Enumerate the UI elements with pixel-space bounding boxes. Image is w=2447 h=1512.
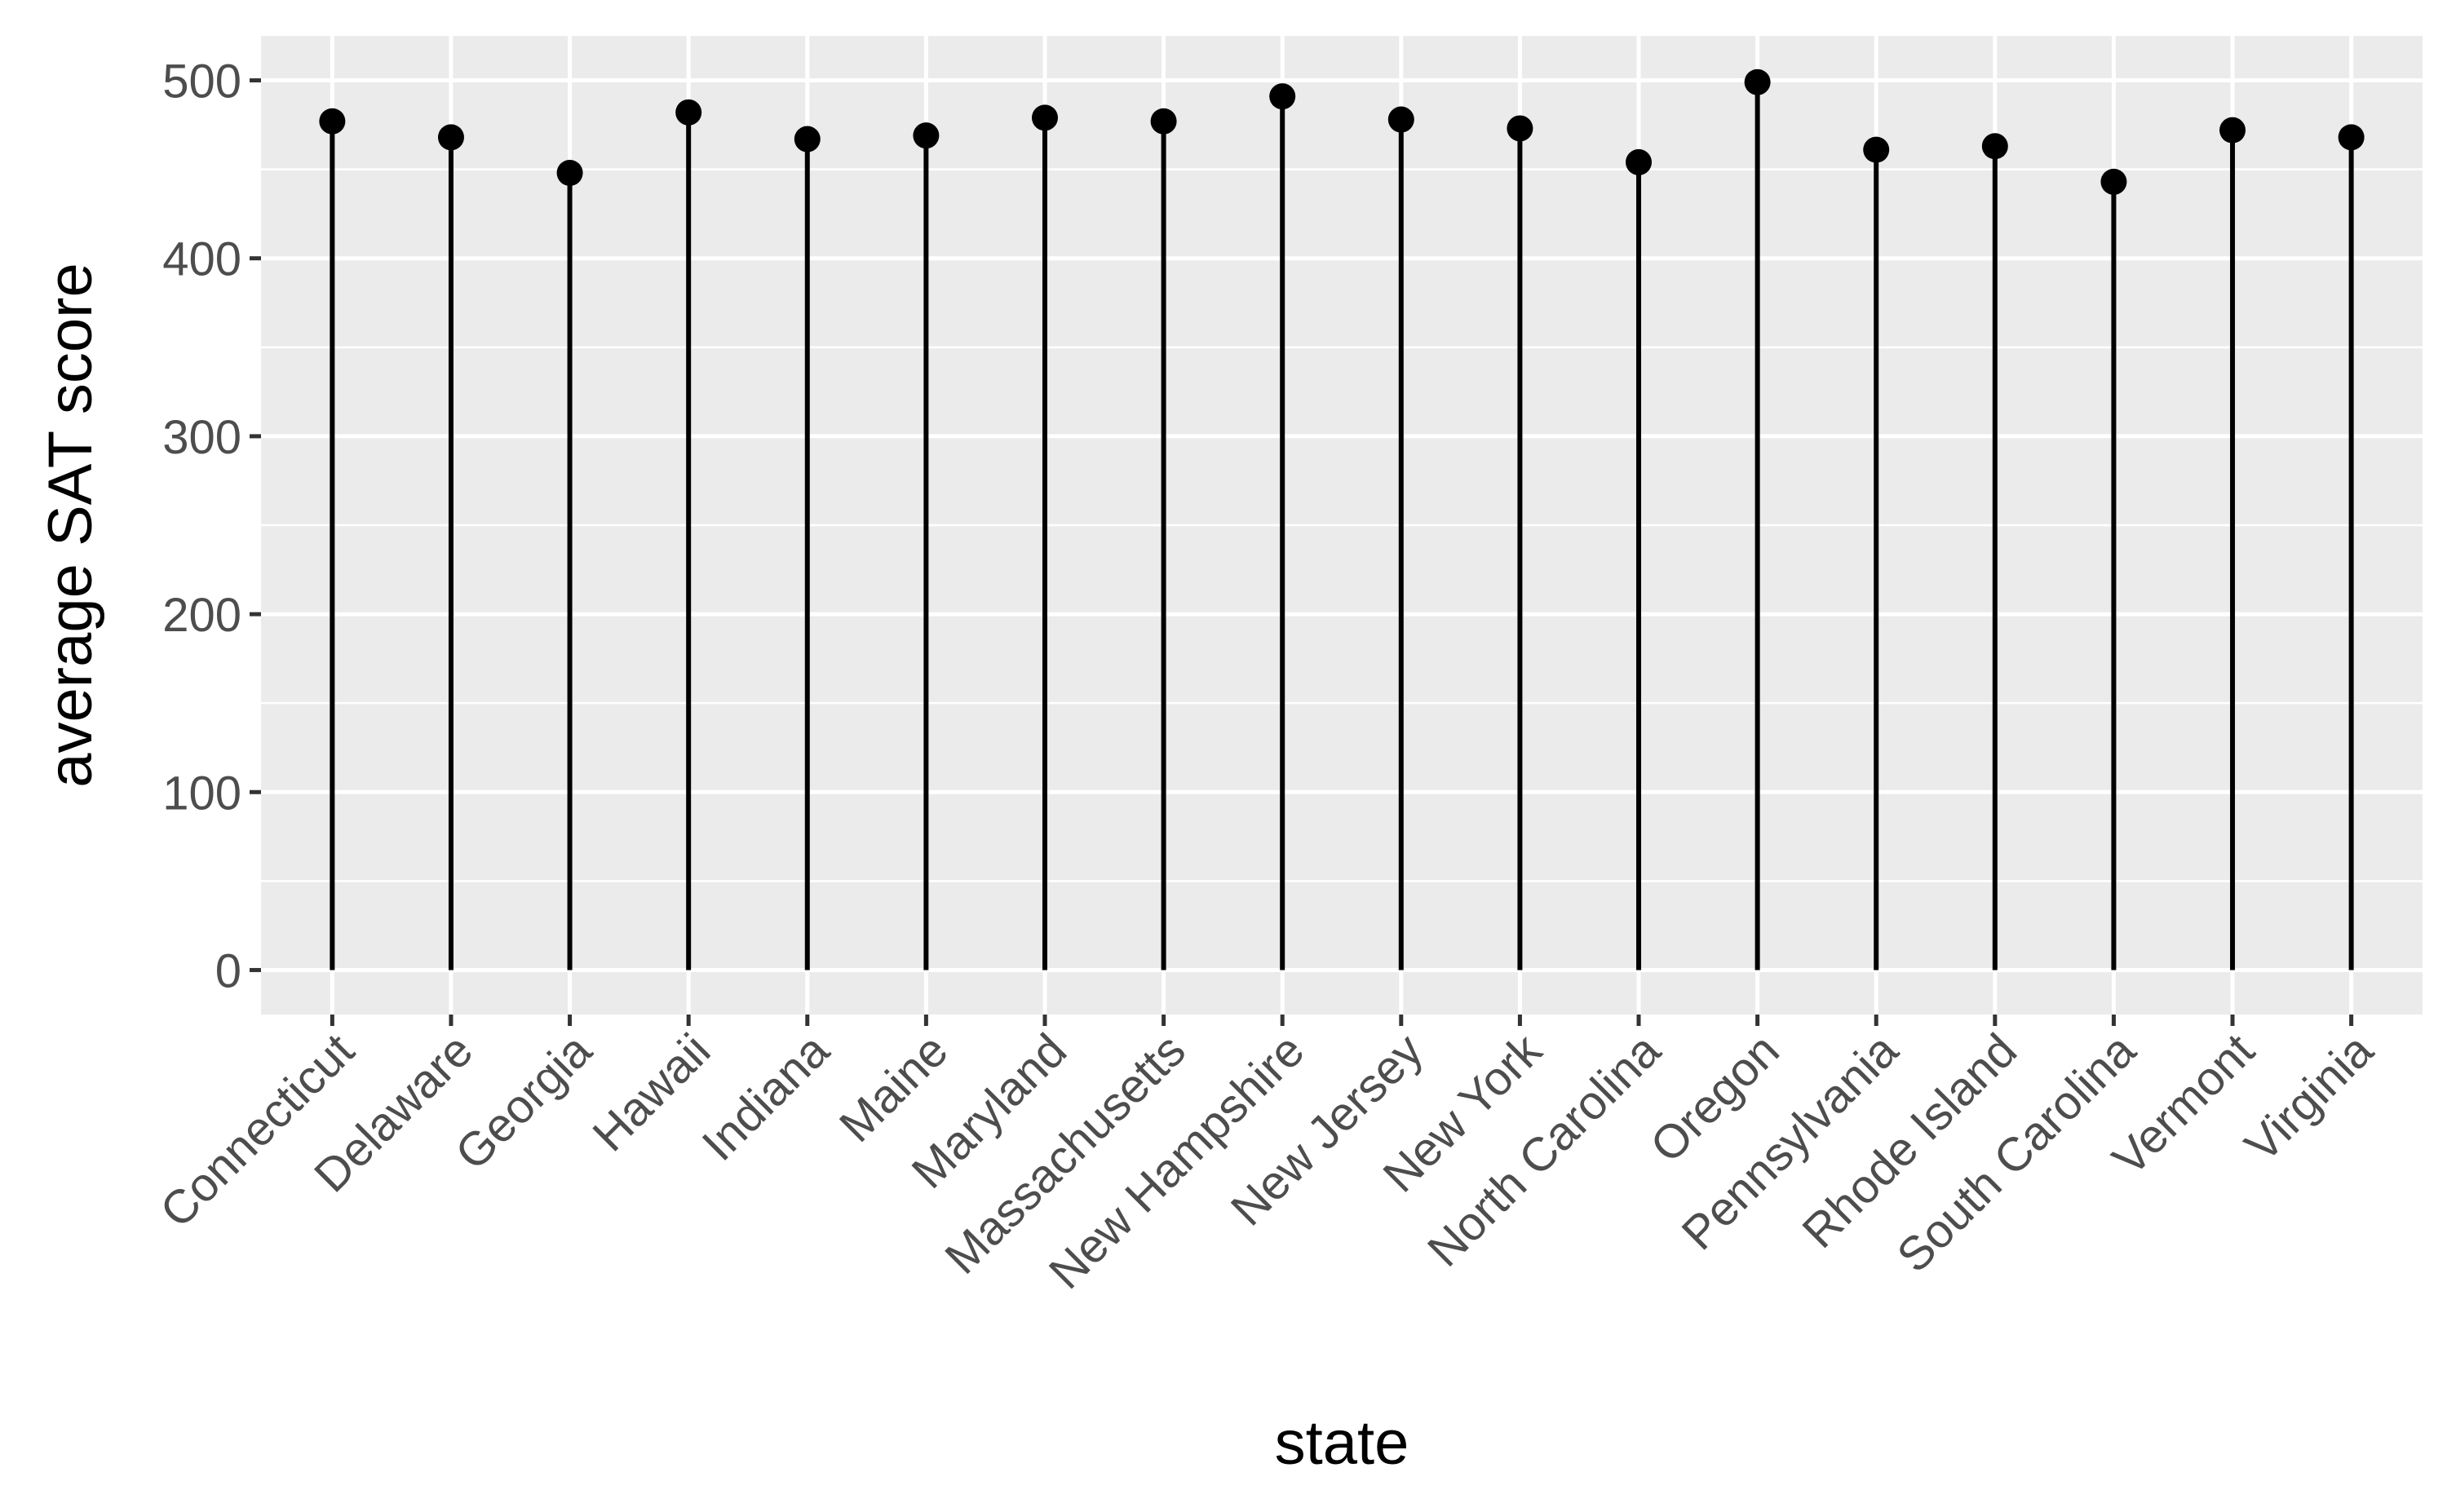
x-tick-label: Connecticut (150, 1023, 365, 1238)
data-point (913, 122, 940, 149)
y-axis-title: average SAT score (36, 263, 105, 788)
x-tick-label: Georgia (445, 1023, 602, 1180)
data-point (437, 124, 464, 151)
data-point (1031, 104, 1058, 131)
y-tick-label: 300 (162, 411, 241, 464)
data-point (1626, 148, 1653, 175)
data-point (1507, 115, 1533, 142)
data-point (1744, 69, 1771, 95)
data-point (2100, 168, 2127, 195)
data-point (2219, 117, 2246, 144)
y-tick-label: 200 (162, 589, 241, 642)
x-tick-label: Indiana (692, 1023, 839, 1171)
data-point (1863, 136, 1890, 163)
x-axis-title: state (1275, 1408, 1409, 1478)
y-tick-label: 0 (215, 944, 241, 997)
data-point (794, 126, 821, 153)
y-tick-label: 500 (162, 55, 241, 108)
data-point (1269, 83, 1296, 110)
data-point (1387, 106, 1414, 133)
data-point (556, 160, 583, 186)
chart-marks (319, 69, 2365, 970)
data-point (2338, 124, 2365, 151)
x-tick-label: Virginia (2235, 1023, 2384, 1173)
data-point (319, 108, 346, 135)
y-tick-label: 100 (162, 767, 241, 820)
data-point (1150, 108, 1177, 135)
y-tick-label: 400 (162, 233, 241, 286)
data-point (1981, 133, 2008, 160)
data-point (675, 99, 702, 126)
